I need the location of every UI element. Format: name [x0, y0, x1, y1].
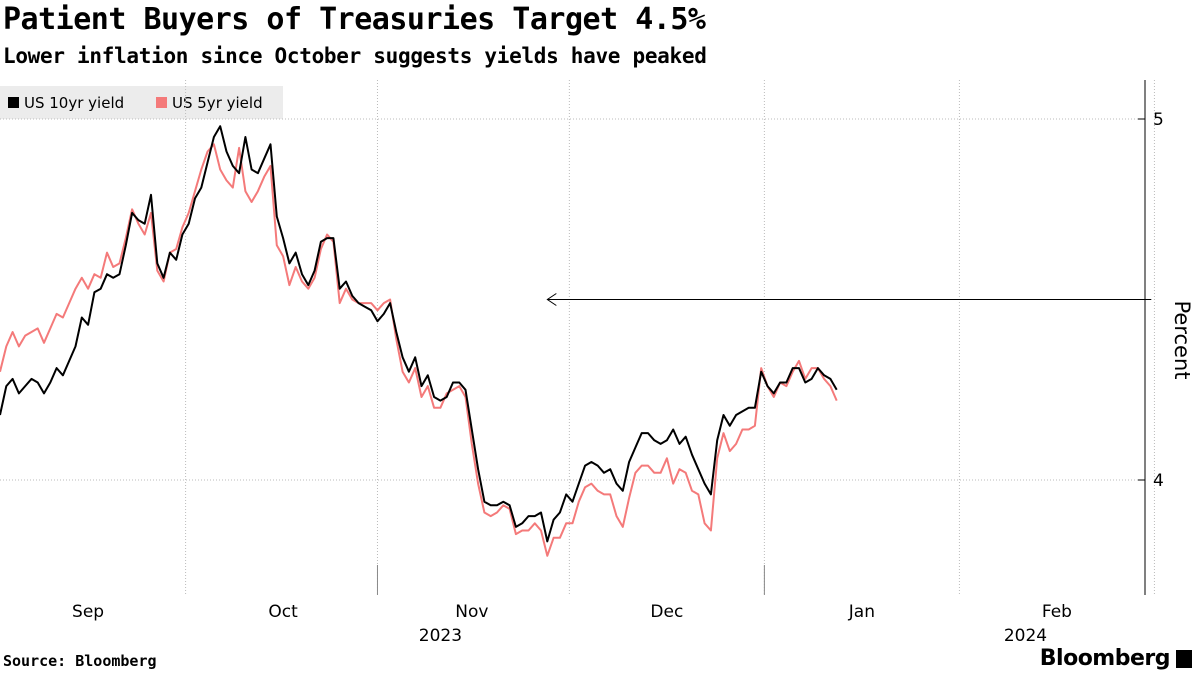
- legend-label-10yr: US 10yr yield: [24, 93, 125, 112]
- x-tick-label: Sep: [72, 602, 104, 622]
- chart-subtitle: Lower inflation since October suggests y…: [3, 44, 707, 68]
- x-year-label: 2024: [1004, 626, 1047, 646]
- brand-logo: Bloomberg: [1040, 646, 1192, 671]
- annotations: [546, 293, 1152, 306]
- brand-name: Bloomberg: [1039, 646, 1171, 671]
- legend-label-5yr: US 5yr yield: [172, 93, 263, 112]
- legend-item-10yr: US 10yr yield: [8, 86, 124, 119]
- axes: 4 5 Percent Sep Oct Nov Dec Jan Feb 2023 2024: [72, 80, 1194, 646]
- grid: [0, 80, 1155, 595]
- annotation-arrow-head: [546, 293, 557, 306]
- y-axis-label: Percent: [1170, 300, 1194, 379]
- legend: US 10yr yield US 5yr yield: [0, 86, 283, 119]
- x-tick-label: Feb: [1042, 602, 1072, 622]
- legend-swatch-5yr: [156, 97, 167, 108]
- series-line-10yr: [0, 125, 838, 543]
- series-line-5yr: [0, 143, 838, 557]
- y-tick-label: 5: [1153, 110, 1164, 130]
- legend-item-5yr: US 5yr yield: [156, 86, 263, 119]
- source-note: Source: Bloomberg: [3, 652, 157, 670]
- x-tick-label: Dec: [650, 602, 683, 622]
- x-tick-label: Nov: [455, 602, 488, 622]
- series: [0, 125, 838, 557]
- x-tick-label: Jan: [848, 602, 875, 622]
- chart-title: Patient Buyers of Treasuries Target 4.5%: [3, 2, 706, 37]
- bloomberg-icon: [1176, 649, 1192, 668]
- y-tick-label: 4: [1153, 471, 1164, 491]
- x-tick-label: Oct: [268, 602, 298, 622]
- legend-swatch-10yr: [8, 97, 19, 108]
- x-year-label: 2023: [419, 626, 462, 646]
